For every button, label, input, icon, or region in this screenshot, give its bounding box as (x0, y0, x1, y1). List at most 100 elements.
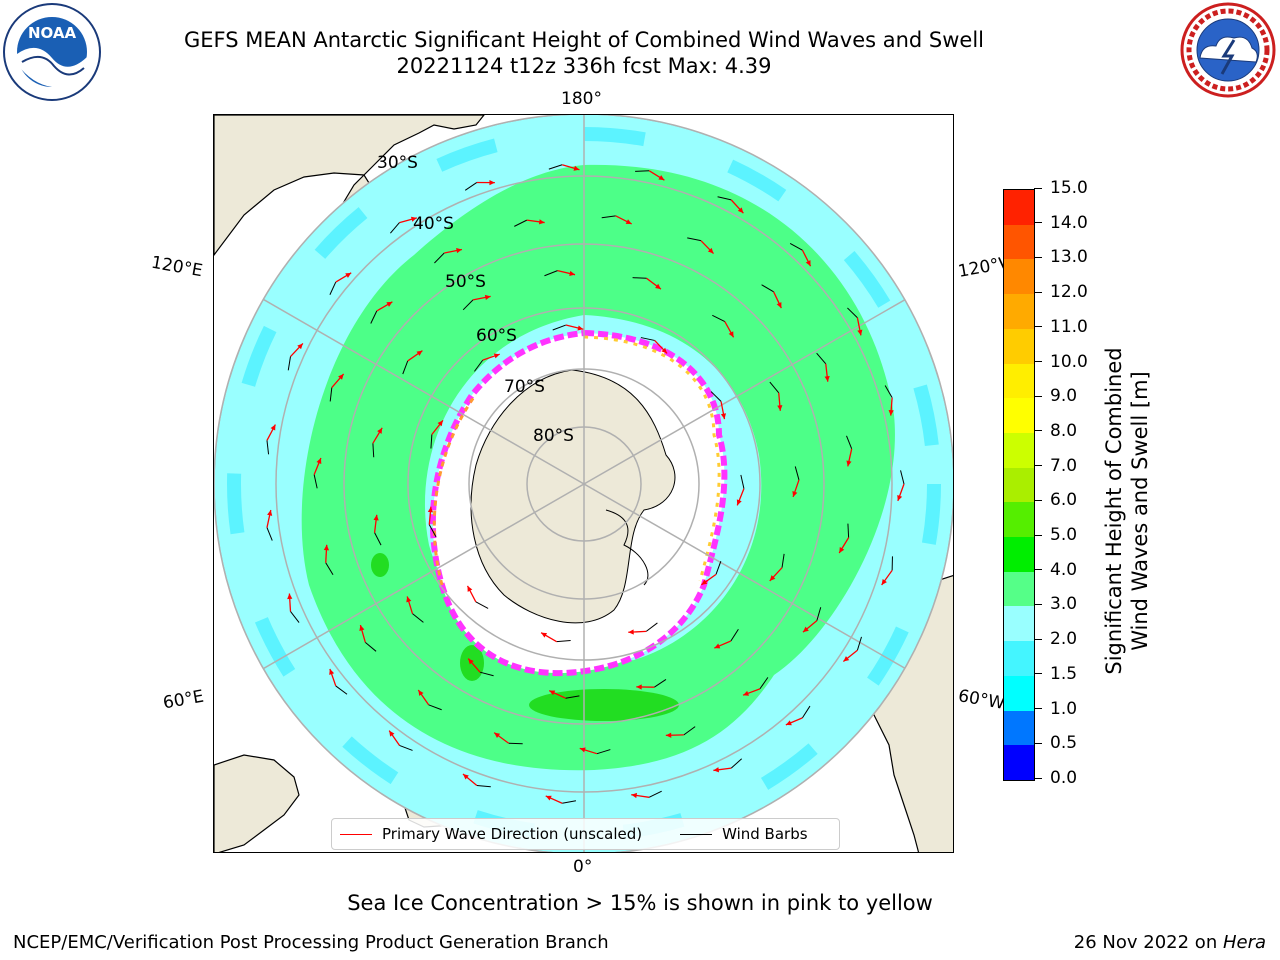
lon-label-180: 180° (561, 89, 602, 109)
wave-arrow-head (824, 376, 830, 382)
colorbar-tick: 1.5 (1034, 664, 1077, 684)
colorbar-label-line1: Significant Height of Combined (1102, 347, 1126, 675)
lon-grid (214, 115, 953, 852)
colorbar-tick-label: 14.0 (1050, 212, 1088, 233)
legend-wave-swatch (340, 833, 372, 835)
noaa-logo-text: NOAA (28, 24, 77, 42)
colorbar-tick: 10.0 (1034, 352, 1088, 372)
colorbar-tick-label: 15.0 (1050, 178, 1088, 198)
colorbar-tick: 14.0 (1034, 213, 1088, 233)
wind-barb (632, 277, 647, 279)
wave-arrow-head (802, 626, 809, 633)
wave-arrow-head (386, 301, 393, 307)
colorbar-tick: 0.0 (1034, 768, 1077, 788)
colorbar-tick: 12.0 (1034, 282, 1088, 302)
legend-barb-swatch (680, 833, 713, 835)
lat-label-70: 70°S (504, 377, 545, 397)
wave-arrow-head (406, 596, 412, 603)
wave-arrow-head (785, 720, 792, 726)
wave-arrow-head (776, 302, 782, 309)
colorbar-segment (1004, 328, 1034, 364)
wind-barb (715, 561, 722, 575)
colorbar-tick: 0.5 (1034, 733, 1077, 753)
colorbar-tick-label: 6.0 (1050, 490, 1078, 511)
wind-barb (544, 270, 558, 277)
polar-map: 30°S 40°S 50°S 60°S 70°S 80°S (213, 114, 954, 853)
wave-arrow-head (329, 668, 335, 675)
colorbar-segment (1004, 294, 1034, 329)
chart-title: GEFS MEAN Antarctic Significant Height o… (183, 28, 985, 52)
wind-barb (374, 532, 382, 546)
wind-barb (562, 800, 577, 804)
colorbar-segment (1004, 432, 1034, 468)
colorbar-segment (1004, 606, 1034, 642)
wind-barb (370, 310, 378, 324)
colorbar-segment (1004, 710, 1034, 746)
legend-item-wave: Primary Wave Direction (unscaled) (332, 825, 642, 843)
wave-arrow-head (437, 420, 443, 427)
chart-subtitle: 20221124 t12z 336h fcst Max: 4.39 (396, 54, 772, 78)
lat-label-50: 50°S (445, 272, 486, 292)
colorbar-tick: 6.0 (1034, 490, 1077, 510)
colorbar-tick-label: 13.0 (1050, 247, 1088, 268)
antarctica-land (470, 369, 676, 624)
wind-barb (464, 182, 478, 191)
wind-barb (816, 607, 822, 621)
wind-barb (856, 636, 862, 651)
colorbar-segment (1004, 259, 1034, 295)
colorbar-segment (1004, 537, 1034, 572)
wave-arrow-head (462, 774, 469, 780)
wave-arrow-head (569, 270, 576, 277)
wind-barb (364, 641, 377, 652)
wind-barb (794, 466, 800, 481)
wave-arrow-head (493, 353, 500, 359)
wind-barb (428, 704, 442, 711)
wave-arrow-head (267, 509, 273, 516)
map-legend: Primary Wave Direction (unscaled) Wind B… (331, 818, 840, 850)
colorbar-segment (1004, 190, 1034, 225)
lat-label-80: 80°S (533, 426, 574, 446)
wind-barb (474, 359, 484, 372)
wind-barb (654, 679, 667, 688)
wave-arrow-head (456, 247, 462, 254)
wind-barb (884, 385, 893, 398)
wave-arrow-head (736, 499, 742, 506)
wave-arrow-head (888, 410, 894, 416)
wind-barb (313, 474, 318, 489)
wave-arrow-head (345, 272, 352, 278)
wave-arrow-head (373, 514, 379, 521)
footer-date: 26 Nov 2022 on Hera (1074, 932, 1266, 953)
wave-arrow-head (410, 216, 417, 222)
wave-arrow-head (316, 457, 322, 464)
wave-arrow-head (881, 579, 887, 585)
wind-barb (266, 527, 273, 541)
colorbar-tick-label: 11.0 (1050, 316, 1088, 337)
wind-barb (730, 628, 739, 642)
wind-barb (430, 434, 433, 449)
colorbar-tick-label: 8.0 (1050, 420, 1078, 441)
wind-barb (552, 324, 566, 331)
colorbar-tick: 5.0 (1034, 525, 1077, 545)
colorbar-tick: 2.0 (1034, 629, 1077, 649)
wind-barb (640, 337, 655, 341)
wind-barb (399, 744, 413, 751)
wave-arrow-head (389, 730, 395, 737)
wind-barb (372, 443, 375, 458)
lat-label-60: 60°S (476, 326, 517, 346)
legend-barb-label: Wind Barbs (722, 825, 808, 843)
wind-barb (846, 435, 853, 449)
wave-arrow-head (377, 427, 383, 434)
wind-barb (710, 391, 722, 402)
colorbar-segment (1004, 745, 1034, 780)
colorbar-tick-label: 2.0 (1050, 629, 1078, 650)
lon-label-0: 0° (573, 857, 593, 877)
wave-arrow-head (338, 373, 344, 380)
wind-barb (717, 196, 732, 201)
colorbar-tick: 8.0 (1034, 421, 1077, 441)
wave-arrow-head (839, 547, 845, 553)
footer-credit: NCEP/EMC/Verification Post Processing Pr… (13, 932, 609, 953)
colorbar-tick-label: 0.5 (1050, 733, 1078, 754)
colorbar-segment (1004, 502, 1034, 538)
wind-barb (847, 523, 850, 538)
wave-arrow-head (655, 283, 661, 290)
